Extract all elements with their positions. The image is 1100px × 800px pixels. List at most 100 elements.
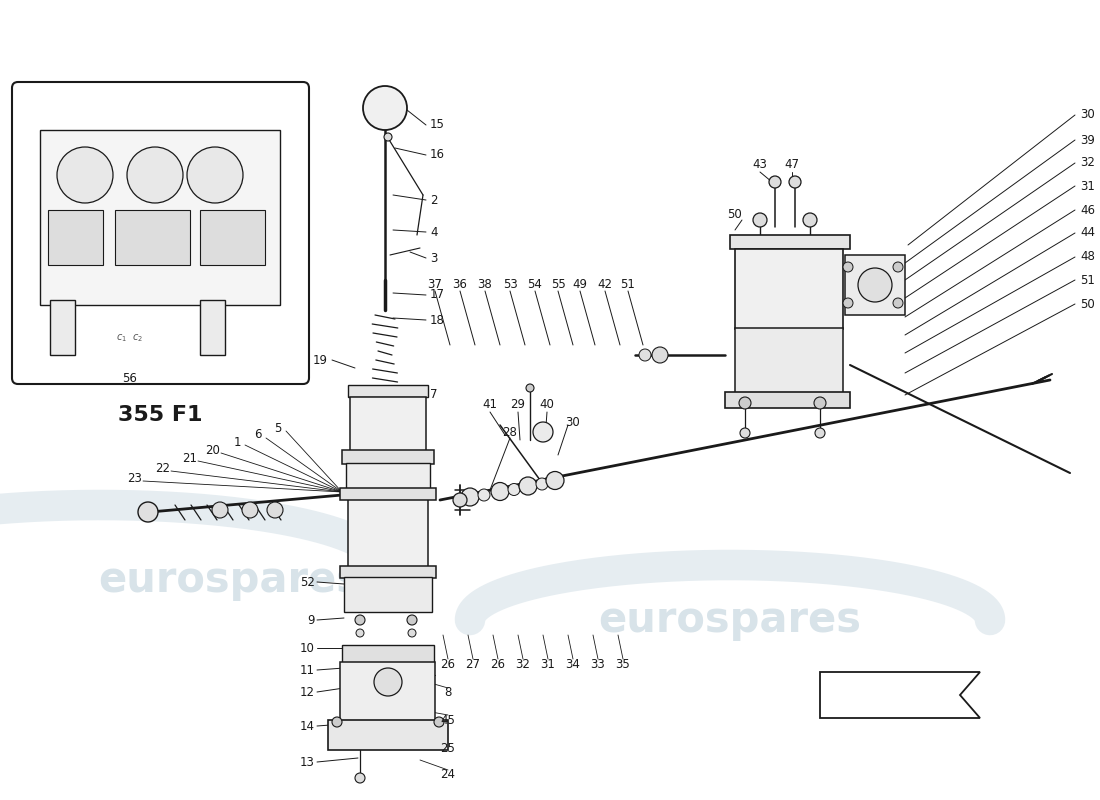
- Text: eurospares: eurospares: [99, 559, 362, 601]
- Circle shape: [740, 428, 750, 438]
- Text: 10: 10: [300, 642, 315, 654]
- Text: 28: 28: [503, 426, 517, 438]
- Text: 24: 24: [440, 769, 455, 782]
- Text: 18: 18: [430, 314, 444, 326]
- Circle shape: [374, 668, 401, 696]
- Circle shape: [526, 384, 534, 392]
- Text: $\mathit{c}_1$  $\mathit{c}_2$: $\mathit{c}_1$ $\mathit{c}_2$: [117, 332, 144, 344]
- Circle shape: [491, 482, 509, 501]
- Bar: [342, 645, 435, 663]
- Circle shape: [453, 493, 468, 507]
- Circle shape: [363, 86, 407, 130]
- Text: 22: 22: [155, 462, 170, 474]
- Circle shape: [242, 502, 258, 518]
- Text: 36: 36: [452, 278, 468, 291]
- Circle shape: [534, 422, 553, 442]
- Text: 12: 12: [300, 686, 315, 698]
- Circle shape: [384, 133, 392, 141]
- Circle shape: [478, 489, 490, 501]
- Text: 47: 47: [784, 158, 800, 171]
- Text: 54: 54: [528, 278, 542, 291]
- Circle shape: [332, 717, 342, 727]
- Text: 51: 51: [620, 278, 636, 291]
- Text: 33: 33: [591, 658, 605, 671]
- Bar: [340, 662, 434, 722]
- Text: 26: 26: [440, 658, 455, 671]
- Text: 51: 51: [1080, 274, 1094, 286]
- Text: 17: 17: [430, 289, 446, 302]
- Circle shape: [138, 502, 158, 522]
- Bar: [340, 488, 436, 500]
- Text: 19: 19: [314, 354, 328, 366]
- Circle shape: [893, 298, 903, 308]
- Text: 40: 40: [540, 398, 554, 411]
- Text: 23: 23: [128, 471, 142, 485]
- Circle shape: [536, 478, 548, 490]
- Circle shape: [843, 262, 852, 272]
- Bar: [344, 577, 432, 612]
- Circle shape: [461, 488, 478, 506]
- Text: 30: 30: [1080, 109, 1094, 122]
- Circle shape: [355, 773, 365, 783]
- Text: 8: 8: [444, 686, 452, 699]
- FancyBboxPatch shape: [12, 82, 309, 384]
- Bar: [725, 392, 850, 408]
- Text: 43: 43: [752, 158, 768, 171]
- Bar: [350, 397, 426, 452]
- Text: 48: 48: [1080, 250, 1094, 263]
- Text: 30: 30: [565, 415, 581, 429]
- Circle shape: [407, 615, 417, 625]
- Text: 5: 5: [274, 422, 282, 434]
- Text: 56: 56: [122, 371, 138, 385]
- Bar: [200, 210, 265, 265]
- Circle shape: [434, 717, 444, 727]
- Circle shape: [57, 147, 113, 203]
- Circle shape: [356, 629, 364, 637]
- Circle shape: [267, 502, 283, 518]
- Bar: [48, 210, 103, 265]
- Bar: [735, 249, 843, 329]
- Text: 13: 13: [300, 755, 315, 769]
- Text: 46: 46: [1080, 203, 1094, 217]
- Text: 49: 49: [572, 278, 587, 291]
- Circle shape: [355, 615, 365, 625]
- Text: 7: 7: [430, 389, 438, 402]
- Text: 55: 55: [551, 278, 565, 291]
- Bar: [730, 235, 850, 249]
- Text: eurospares: eurospares: [598, 599, 861, 641]
- Circle shape: [126, 147, 183, 203]
- Circle shape: [814, 397, 826, 409]
- Text: 27: 27: [465, 658, 481, 671]
- Circle shape: [803, 213, 817, 227]
- Circle shape: [508, 483, 520, 495]
- Circle shape: [893, 262, 903, 272]
- Text: 16: 16: [430, 149, 446, 162]
- Text: 11: 11: [300, 663, 315, 677]
- Text: 41: 41: [483, 398, 497, 411]
- Bar: [328, 720, 448, 750]
- Text: 29: 29: [510, 398, 526, 411]
- Circle shape: [652, 347, 668, 363]
- Text: 14: 14: [300, 719, 315, 733]
- Bar: [40, 130, 280, 305]
- Text: 44: 44: [1080, 226, 1094, 239]
- Bar: [348, 492, 428, 567]
- Circle shape: [639, 349, 651, 361]
- Text: 42: 42: [597, 278, 613, 291]
- Text: 34: 34: [565, 658, 581, 671]
- Text: 45: 45: [441, 714, 455, 726]
- Circle shape: [546, 471, 564, 490]
- Bar: [342, 450, 435, 464]
- Text: 15: 15: [430, 118, 444, 131]
- Polygon shape: [820, 672, 980, 718]
- Text: 37: 37: [428, 278, 442, 291]
- Circle shape: [789, 176, 801, 188]
- Text: 38: 38: [477, 278, 493, 291]
- Circle shape: [739, 397, 751, 409]
- Text: 4: 4: [430, 226, 438, 238]
- Text: 31: 31: [540, 658, 556, 671]
- Bar: [348, 385, 428, 397]
- Text: 32: 32: [516, 658, 530, 671]
- Bar: [845, 255, 905, 315]
- Text: 39: 39: [1080, 134, 1094, 146]
